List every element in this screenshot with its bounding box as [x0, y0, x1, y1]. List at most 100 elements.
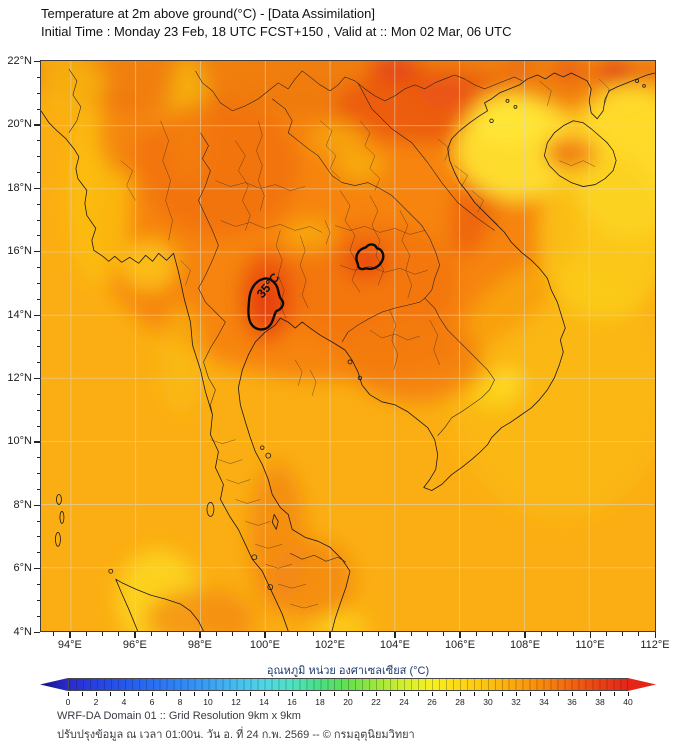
lon-minor-tick — [426, 632, 428, 636]
lon-major-tick — [69, 632, 71, 638]
lat-tick-label: 22°N — [7, 55, 32, 68]
colorbar-tick — [501, 692, 503, 696]
colorbar-tick-label: 22 — [371, 697, 381, 707]
lat-major-tick — [34, 314, 40, 316]
colorbar-tick — [193, 692, 195, 696]
lat-minor-tick — [37, 457, 40, 459]
colorbar-tick-label: 2 — [93, 697, 99, 707]
lat-minor-tick — [37, 203, 40, 205]
colorbar-tick — [123, 692, 125, 696]
lon-minor-tick — [345, 632, 347, 636]
colorbar-tick-label: 30 — [483, 697, 493, 707]
colorbar-tick-label: 14 — [259, 697, 269, 707]
hainan-island — [543, 120, 617, 187]
sumatra-coast — [115, 578, 204, 631]
colorbar-tick — [67, 692, 69, 696]
colorbar-tick-label: 18 — [315, 697, 325, 707]
lon-minor-tick — [622, 632, 624, 636]
lat-minor-tick — [37, 267, 40, 269]
lon-tick-label: 98°E — [187, 639, 212, 651]
update-info: ปรับปรุงข้อมูล ณ เวลา 01:00น. วัน อ. ที่… — [57, 729, 415, 741]
lon-tick-label: 106°E — [444, 639, 476, 651]
lon-minor-tick — [215, 632, 217, 636]
lon-minor-tick — [443, 632, 445, 636]
colorbar-tick — [109, 692, 111, 696]
lon-minor-tick — [540, 632, 542, 636]
lat-tick-label: 10°N — [7, 435, 32, 448]
lon-minor-tick — [296, 632, 298, 636]
lat-minor-tick — [37, 282, 40, 284]
lat-tick-label: 14°N — [7, 308, 32, 321]
lon-major-tick — [524, 632, 526, 638]
lon-minor-tick — [280, 632, 282, 636]
lat-minor-tick — [37, 520, 40, 522]
colorbar-tick — [235, 692, 237, 696]
colorbar-tick — [361, 692, 363, 696]
lon-tick-label: 94°E — [57, 639, 82, 651]
lat-minor-tick — [37, 76, 40, 78]
lon-tick-label: 104°E — [379, 639, 411, 651]
colorbar-over-arrow — [628, 678, 656, 691]
colorbar-tick-label: 40 — [623, 697, 633, 707]
lat-major-tick — [34, 631, 40, 633]
lon-tick-label: 110°E — [575, 639, 605, 651]
lat-tick-label: 16°N — [7, 245, 32, 258]
lat-major-tick — [34, 251, 40, 253]
lon-major-tick — [589, 632, 591, 638]
lon-minor-tick — [150, 632, 152, 636]
lon-minor-tick — [508, 632, 510, 636]
lon-minor-tick — [605, 632, 607, 636]
lat-minor-tick — [37, 140, 40, 142]
colorbar-tick — [459, 692, 461, 696]
colorbar-tick-label: 36 — [567, 697, 577, 707]
lon-major-tick — [199, 632, 201, 638]
colorbar-tick — [221, 692, 223, 696]
map-canvas: 35°C — [41, 61, 655, 631]
colorbar-tick — [627, 692, 629, 696]
colorbar-tick-label: 6 — [149, 697, 155, 707]
lat-minor-tick — [37, 156, 40, 158]
colorbar-tick — [487, 692, 489, 696]
lon-minor-tick — [85, 632, 87, 636]
lat-major-tick — [34, 568, 40, 570]
lat-minor-tick — [37, 552, 40, 554]
lon-minor-tick — [361, 632, 363, 636]
lat-major-tick — [34, 377, 40, 380]
colorbar-tick — [571, 692, 573, 696]
lat-minor-tick — [37, 599, 40, 601]
colorbar-tick-label: 4 — [121, 697, 127, 707]
lon-minor-tick — [53, 632, 55, 636]
colorbar-tick-label: 0 — [65, 697, 71, 707]
lat-minor-tick — [37, 108, 40, 110]
lat-minor-tick — [37, 330, 40, 332]
colorbar-under-arrow — [40, 678, 68, 691]
colorbar-tick — [543, 692, 545, 696]
colorbar-tick — [137, 692, 139, 696]
lat-minor-tick — [37, 615, 40, 617]
lon-major-tick — [394, 632, 396, 638]
lat-major-tick — [34, 441, 40, 443]
lon-minor-tick — [248, 632, 250, 636]
lat-minor-tick — [37, 171, 40, 173]
colorbar-tick — [319, 692, 321, 696]
lon-minor-tick — [491, 632, 493, 636]
lon-minor-tick — [410, 632, 412, 636]
country-borders — [68, 68, 523, 563]
lon-major-tick — [134, 632, 136, 638]
lon-minor-tick — [638, 632, 640, 636]
lat-minor-tick — [37, 362, 40, 364]
colorbar-tick-label: 32 — [511, 697, 521, 707]
coastline — [41, 72, 655, 631]
lat-minor-tick — [37, 346, 40, 348]
colorbar-tick — [403, 692, 405, 696]
colorbar-tick — [179, 692, 181, 696]
colorbar-tick — [613, 692, 615, 696]
lat-minor-tick — [37, 219, 40, 221]
colorbar-tick — [277, 692, 279, 696]
lat-tick-label: 6°N — [13, 562, 32, 575]
colorbar-tick — [151, 692, 153, 696]
colorbar-tick-label: 10 — [203, 697, 213, 707]
colorbar-tick — [599, 692, 601, 696]
model-info: WRF-DA Domain 01 :: Grid Resolution 9km … — [57, 710, 301, 722]
